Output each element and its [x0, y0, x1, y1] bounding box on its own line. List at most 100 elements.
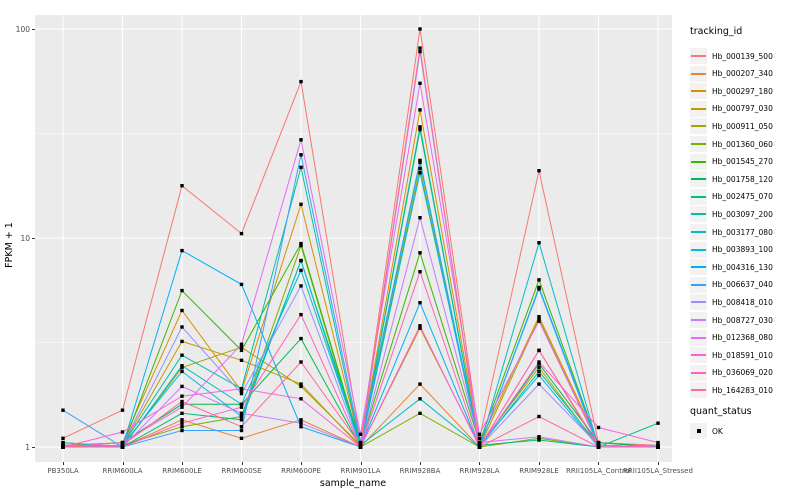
plot-panel: [35, 15, 672, 462]
legend-item-label: Hb_000139_500: [712, 51, 773, 61]
data-point: [180, 339, 184, 344]
data-point: [418, 326, 422, 330]
data-point: [656, 443, 660, 447]
data-point: [239, 358, 244, 362]
legend-item-label: Hb_164283_010: [712, 385, 773, 395]
legend-item-label: Hb_012368_080: [712, 333, 773, 343]
data-point: [299, 421, 303, 425]
legend-item-label: Hb_003177_080: [712, 227, 773, 237]
legend-item: Hb_000139_500: [690, 47, 773, 65]
y-tick-mark: [32, 447, 35, 448]
legend-key-swatch: [690, 100, 707, 117]
data-point: [418, 46, 422, 50]
legend-key-swatch: [690, 153, 707, 170]
data-point: [180, 418, 184, 422]
data-point: [120, 408, 125, 412]
x-tick-label: RRII105LA_Stressed: [623, 467, 693, 475]
x-tick-mark: [598, 462, 600, 465]
data-point: [537, 369, 541, 374]
data-point: [180, 399, 184, 404]
data-point: [299, 284, 303, 288]
x-tick-label: PB350LA: [47, 467, 79, 475]
x-tick-label: RRIM928LE: [519, 467, 559, 475]
data-point: [180, 402, 184, 406]
legend-key-swatch: [690, 364, 707, 381]
data-point: [537, 278, 541, 282]
legend-key-swatch: [690, 83, 707, 100]
data-point: [120, 445, 125, 449]
x-tick-label: RRIM600LA: [102, 467, 143, 475]
x-tick-label: RRIM600SE: [221, 467, 262, 475]
point-sample-icon: [696, 429, 701, 433]
legend-line-sample: [691, 231, 706, 233]
legend-line-sample: [691, 143, 706, 145]
data-point: [537, 317, 541, 321]
legend-key-swatch: [690, 382, 707, 399]
legend-item-label: Hb_001758_120: [712, 174, 773, 184]
legend-item-label: Hb_000207_340: [712, 69, 773, 79]
data-point: [299, 202, 303, 206]
data-point: [418, 158, 422, 163]
legend-line-sample: [691, 266, 706, 269]
data-point: [537, 438, 541, 442]
data-point: [299, 243, 303, 248]
legend-line-sample: [691, 55, 706, 57]
x-axis-title: sample_name: [319, 478, 387, 489]
data-point: [418, 49, 422, 54]
data-point: [180, 248, 184, 253]
legend-item: Hb_001758_120: [690, 170, 773, 188]
legend-key-swatch: [690, 329, 707, 346]
legend-item-label: Hb_008418_010: [712, 297, 773, 307]
legend-line-sample: [691, 107, 706, 110]
y-tick-mark: [32, 29, 35, 30]
legend-line-sample: [691, 371, 706, 374]
x-tick-label: RRIM928LA: [459, 467, 500, 475]
data-point: [596, 425, 601, 430]
data-point: [180, 405, 184, 409]
legend-key-swatch: [690, 259, 707, 276]
data-point: [656, 445, 660, 449]
data-point: [239, 402, 244, 406]
data-point: [180, 411, 184, 415]
data-point: [180, 394, 184, 398]
data-point: [477, 436, 482, 440]
data-point: [537, 435, 541, 439]
legend-item-label: Hb_000911_050: [712, 121, 773, 131]
data-point: [180, 308, 184, 313]
legend-key-swatch: [690, 224, 707, 240]
data-point: [61, 445, 65, 449]
data-point: [596, 440, 601, 445]
data-point: [537, 241, 541, 245]
data-point: [537, 348, 541, 353]
data-point: [239, 405, 244, 409]
data-point: [180, 288, 184, 293]
data-point: [477, 445, 482, 449]
data-point: [537, 362, 541, 366]
x-tick-label: RRIM600PE: [281, 467, 321, 475]
x-tick-mark: [122, 462, 124, 465]
legend-item: Hb_000297_180: [690, 82, 773, 100]
data-point: [299, 384, 303, 389]
legend-line-sample: [691, 301, 706, 304]
x-tick-mark: [420, 462, 421, 465]
y-tick-label: 1: [25, 442, 30, 452]
data-point: [477, 443, 482, 447]
legend-item-label: Hb_001360_060: [712, 139, 773, 149]
legend-line-sample: [691, 90, 706, 93]
legend-item-label: Hb_002475_070: [712, 192, 773, 202]
legend-key-swatch: [690, 65, 707, 82]
data-point: [537, 315, 541, 319]
data-point: [477, 440, 482, 445]
data-point: [418, 160, 422, 165]
data-point: [299, 382, 303, 386]
data-point: [299, 79, 303, 84]
data-point: [299, 336, 303, 341]
legend-line-sample: [691, 248, 706, 251]
legend-line-sample: [691, 354, 706, 357]
data-point: [656, 440, 660, 445]
data-point: [358, 432, 363, 436]
data-point: [477, 432, 482, 436]
data-point: [61, 436, 65, 440]
x-tick-label: RRIM928BA: [399, 467, 441, 475]
data-point: [537, 365, 541, 370]
